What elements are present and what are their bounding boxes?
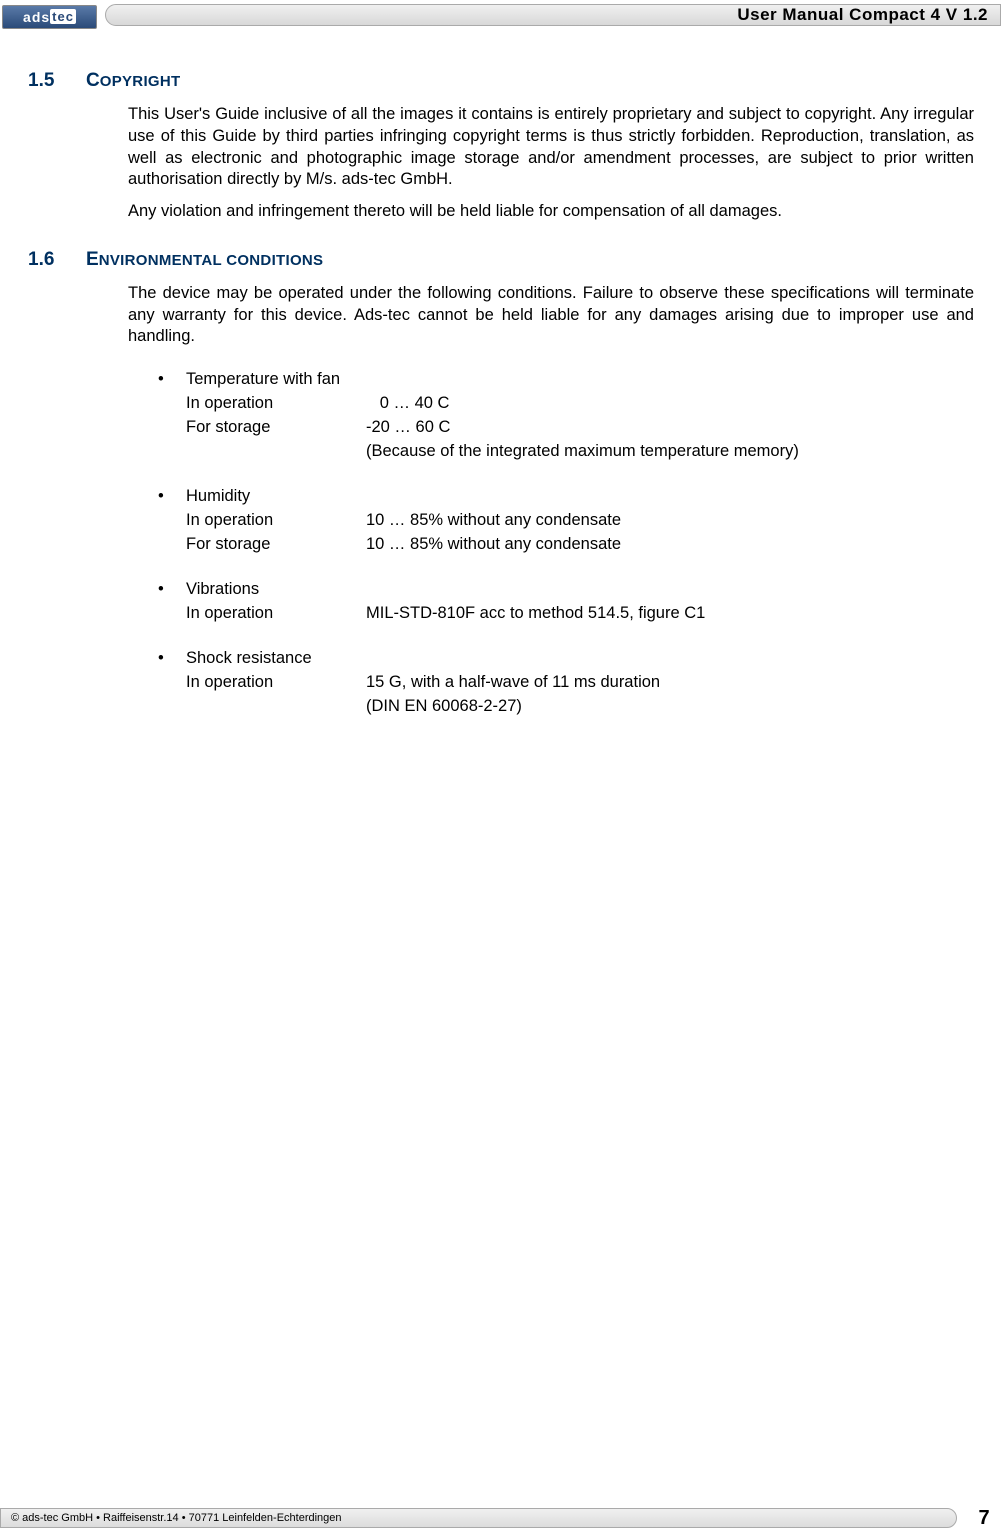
env-item-head: •Temperature with fan [158,370,974,389]
bullet-icon: • [158,649,186,668]
footer-text: © ads-tec GmbH • Raiffeisenstr.14 • 7077… [11,1512,342,1524]
env-row-value: 0 … 40 C [366,394,974,413]
paragraph: Any violation and infringement thereto w… [128,201,974,223]
env-row: For storage10 … 85% without any condensa… [158,535,974,554]
env-row-value: (DIN EN 60068-2-27) [366,697,974,716]
env-row-label: In operation [186,673,366,692]
paragraph: The device may be operated under the fol… [128,283,974,348]
env-row: In operationMIL-STD-810F acc to method 5… [158,604,974,623]
section-number: 1.5 [28,70,86,92]
env-row-label: For storage [186,418,366,437]
env-row-value: 10 … 85% without any condensate [366,535,974,554]
env-row-label: For storage [186,535,366,554]
env-row-label: In operation [186,394,366,413]
env-row: (Because of the integrated maximum tempe… [158,442,974,461]
header-title: User Manual Compact 4 V 1.2 [737,5,988,25]
env-item-title: Vibrations [186,580,259,599]
env-row: In operation 0 … 40 C [158,394,974,413]
section-title: COPYRIGHT [86,70,180,92]
env-item-title: Shock resistance [186,649,312,668]
env-item: •Humidity In operation10 … 85% without an… [158,487,974,554]
env-row-value: (Because of the integrated maximum tempe… [366,442,974,461]
section-body: The device may be operated under the fol… [128,283,974,348]
logo-text-b: tec [50,9,76,24]
paragraph: This User's Guide inclusive of all the i… [128,104,974,191]
env-row-label: In operation [186,604,366,623]
env-row: In operation10 … 85% without any condens… [158,511,974,530]
env-item: •Shock resistance In operation15 G, with … [158,649,974,716]
env-item-head: •Vibrations [158,580,974,599]
env-item: •Vibrations In operationMIL-STD-810F acc … [158,580,974,623]
section-body: This User's Guide inclusive of all the i… [128,104,974,223]
bullet-icon: • [158,487,186,506]
env-item: •Temperature with fan In operation 0 … 40… [158,370,974,461]
section-title: ENVIRONMENTAL CONDITIONS [86,249,323,271]
env-row-label [186,697,366,716]
env-row-value: MIL-STD-810F acc to method 514.5, figure… [366,604,974,623]
env-item-title: Temperature with fan [186,370,340,389]
env-row: (DIN EN 60068-2-27) [158,697,974,716]
bullet-icon: • [158,580,186,599]
bullet-icon: • [158,370,186,389]
env-item-head: •Humidity [158,487,974,506]
environmental-list: •Temperature with fanIn operation 0 … 40… [158,370,974,716]
page: adstec User Manual Compact 4 V 1.2 1.5 C… [0,0,1001,1540]
logo-text-a: ads [23,9,50,25]
env-item-head: •Shock resistance [158,649,974,668]
env-row-value: 10 … 85% without any condensate [366,511,974,530]
env-item-title: Humidity [186,487,250,506]
env-row-label: In operation [186,511,366,530]
section-copyright: 1.5 COPYRIGHT This User's Guide inclusiv… [28,70,974,223]
env-row-value: -20 … 60 C [366,418,974,437]
env-row: For storage-20 … 60 C [158,418,974,437]
env-row: In operation15 G, with a half-wave of 11… [158,673,974,692]
page-number: 7 [967,1507,1001,1530]
header-rail: User Manual Compact 4 V 1.2 [105,4,1001,26]
footer-rail: © ads-tec GmbH • Raiffeisenstr.14 • 7077… [0,1508,957,1528]
section-head: 1.6 ENVIRONMENTAL CONDITIONS [28,249,974,271]
content: 1.5 COPYRIGHT This User's Guide inclusiv… [28,62,974,742]
env-row-label [186,442,366,461]
header: adstec User Manual Compact 4 V 1.2 [0,0,1001,30]
footer: © ads-tec GmbH • Raiffeisenstr.14 • 7077… [0,1506,1001,1530]
env-row-value: 15 G, with a half-wave of 11 ms duration [366,673,974,692]
section-head: 1.5 COPYRIGHT [28,70,974,92]
section-environmental: 1.6 ENVIRONMENTAL CONDITIONS The device … [28,249,974,716]
section-number: 1.6 [28,249,86,271]
logo: adstec [2,5,97,29]
